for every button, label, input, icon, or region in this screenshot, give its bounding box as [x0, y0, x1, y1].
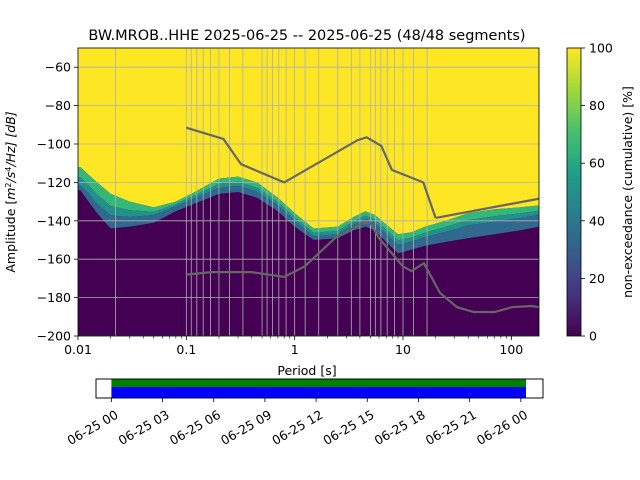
x-tick-label-3: 10	[395, 342, 411, 357]
y-tick-label-1: −180	[37, 290, 71, 305]
colorbar-label: non-exceedance (cumulative) [%]	[620, 86, 635, 298]
psd-high-density-region	[78, 48, 539, 235]
timeline-tick-label-3: 06-25 09	[218, 407, 274, 448]
colorbar-strip	[566, 47, 582, 337]
colorbar-tick-label-1: 20	[589, 271, 605, 286]
x-axis-ticks: 0.01 0.1 1 10 100	[64, 336, 523, 357]
psd-transition-region-dark	[78, 185, 539, 254]
timeline-tick-label-7: 06-25 21	[423, 407, 479, 448]
colorbar: 0 20 40 60 80 100 non-exceedance (cumulative)…	[566, 41, 635, 344]
y-tick-label-2: −160	[37, 252, 71, 267]
y-tick-label-3: −140	[37, 213, 71, 228]
psd-transition-region-mid	[78, 177, 539, 245]
timeline-tick-label-4: 06-25 12	[269, 407, 325, 448]
colorbar-tick-label-4: 80	[589, 98, 605, 113]
x-tick-label-0: 0.01	[64, 342, 92, 357]
colorbar-tick-label-5: 100	[589, 41, 613, 56]
timeline-tick-label-8: 06-26 00	[474, 407, 530, 448]
nhnm-noise-model-line	[185, 126, 437, 219]
colorbar-ticks: 0 20 40 60 80 100	[581, 41, 613, 344]
y-tick-label-0: −200	[37, 329, 71, 344]
y-tick-label-7: −60	[45, 60, 71, 75]
chart-title: BW.MROB..HHE 2025-06-25 -- 2025-06-25 (4…	[88, 28, 525, 44]
nhnm-tail-line	[435, 197, 539, 219]
psd-transition-region-light	[78, 167, 539, 241]
timeline-segments-bar	[111, 387, 527, 398]
timeline-tick-label-6: 06-25 18	[372, 407, 428, 448]
x-tick-label-2: 1	[291, 342, 299, 357]
y-axis-ticks: −200 −180 −160 −140 −120 −100 −80 −60	[37, 60, 78, 344]
timeline-tick-label-0: 06-25 00	[65, 407, 121, 448]
colorbar-tick-label-2: 40	[589, 213, 605, 228]
timeline-tick-label-1: 06-25 03	[116, 407, 172, 448]
colorbar-tick-label-0: 0	[589, 329, 597, 344]
colorbar-tick-label-3: 60	[589, 156, 605, 171]
x-tick-label-1: 0.1	[176, 342, 196, 357]
y-tick-label-5: −100	[37, 137, 71, 152]
y-tick-label-6: −80	[45, 98, 71, 113]
timeline-tick-label-5: 06-25 15	[320, 407, 376, 448]
nlnm-noise-model-line	[186, 221, 539, 314]
x-tick-label-4: 100	[499, 342, 523, 357]
timeline-data-coverage-bar	[111, 379, 527, 387]
timeline-border	[95, 378, 544, 399]
period-gridlines	[115, 48, 428, 336]
y-tick-label-4: −120	[37, 175, 71, 190]
psd-plot-area: 0.01 0.1 1 10 100 −200 −180 −160 −140 −120 −100 −8…	[3, 47, 540, 378]
y-axis-label: Amplitude [m2/s4/Hz] [dB]	[3, 111, 18, 272]
amplitude-gridlines	[78, 66, 539, 336]
plot-frame	[77, 47, 540, 337]
x-axis-label: Period [s]	[277, 363, 336, 378]
timeline-tick-label-2: 06-25 06	[167, 407, 223, 448]
